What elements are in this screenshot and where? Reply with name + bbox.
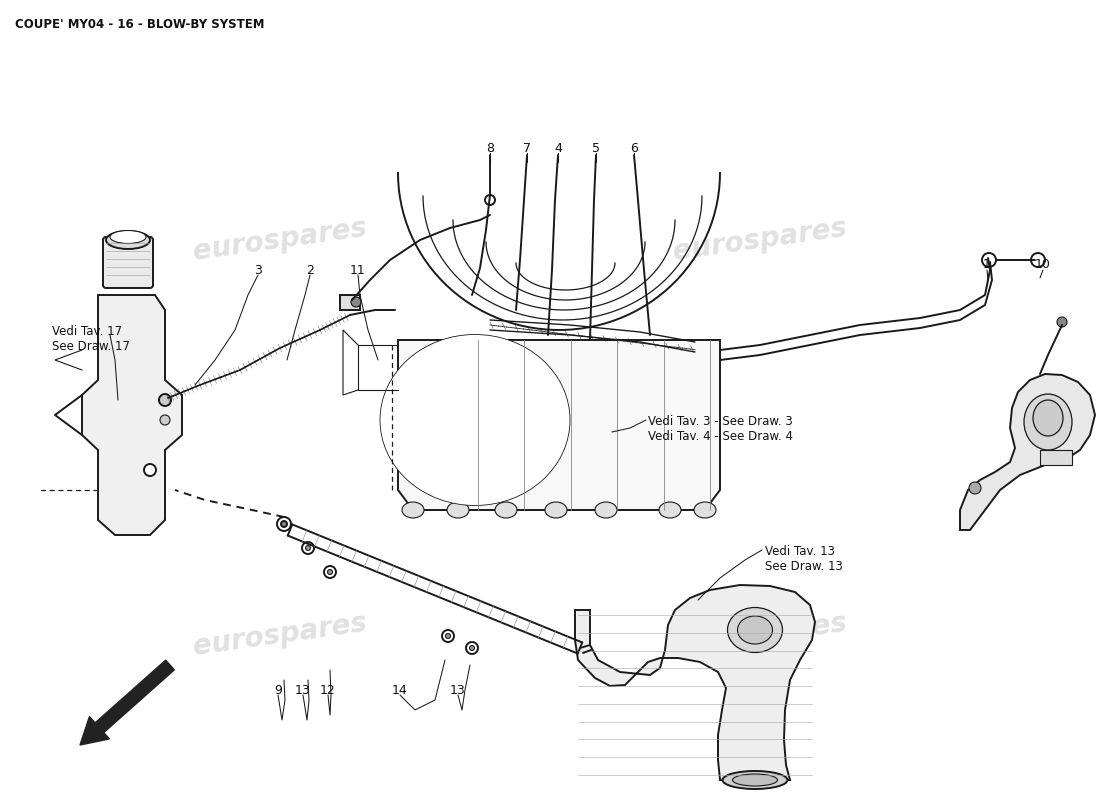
Circle shape: [1057, 317, 1067, 327]
Ellipse shape: [495, 502, 517, 518]
Text: COUPE' MY04 - 16 - BLOW-BY SYSTEM: COUPE' MY04 - 16 - BLOW-BY SYSTEM: [15, 18, 264, 31]
Text: 12: 12: [320, 683, 336, 697]
Polygon shape: [398, 340, 720, 510]
Text: 13: 13: [450, 683, 466, 697]
Polygon shape: [82, 295, 182, 535]
Ellipse shape: [379, 334, 570, 506]
Circle shape: [351, 297, 361, 307]
Text: 6: 6: [630, 142, 638, 154]
Ellipse shape: [106, 231, 150, 249]
Polygon shape: [340, 295, 360, 310]
Text: 14: 14: [392, 683, 408, 697]
Ellipse shape: [425, 373, 525, 467]
Text: Vedi Tav. 3 - See Draw. 3
Vedi Tav. 4 - See Draw. 4: Vedi Tav. 3 - See Draw. 3 Vedi Tav. 4 - …: [648, 415, 793, 443]
Polygon shape: [960, 374, 1094, 530]
Text: 8: 8: [486, 142, 494, 154]
Circle shape: [485, 195, 495, 205]
Text: 5: 5: [592, 142, 600, 154]
Ellipse shape: [659, 502, 681, 518]
Circle shape: [470, 646, 474, 650]
Ellipse shape: [733, 774, 778, 786]
Ellipse shape: [723, 771, 788, 789]
Circle shape: [466, 642, 478, 654]
Circle shape: [1031, 253, 1045, 267]
Ellipse shape: [400, 353, 550, 487]
Circle shape: [324, 566, 336, 578]
Ellipse shape: [727, 607, 782, 653]
Circle shape: [306, 546, 310, 550]
Circle shape: [302, 542, 313, 554]
Text: 3: 3: [254, 263, 262, 277]
Ellipse shape: [446, 393, 505, 447]
Circle shape: [328, 570, 332, 574]
Text: eurospares: eurospares: [671, 214, 849, 266]
Circle shape: [277, 517, 292, 531]
Ellipse shape: [447, 502, 469, 518]
Text: 2: 2: [306, 263, 313, 277]
Ellipse shape: [737, 616, 772, 644]
Text: 10: 10: [1035, 258, 1050, 271]
Circle shape: [280, 521, 287, 527]
Ellipse shape: [595, 502, 617, 518]
Circle shape: [160, 415, 170, 425]
Polygon shape: [1040, 450, 1072, 465]
Circle shape: [160, 394, 170, 406]
Circle shape: [442, 630, 454, 642]
Ellipse shape: [544, 502, 566, 518]
Ellipse shape: [446, 393, 505, 447]
Circle shape: [982, 253, 996, 267]
Circle shape: [144, 464, 156, 476]
Text: eurospares: eurospares: [191, 214, 368, 266]
Circle shape: [446, 634, 451, 638]
Ellipse shape: [110, 230, 146, 243]
Ellipse shape: [425, 375, 525, 465]
Ellipse shape: [1033, 400, 1063, 436]
Polygon shape: [575, 585, 815, 780]
Text: 4: 4: [554, 142, 562, 154]
Text: eurospares: eurospares: [671, 609, 849, 661]
Text: Vedi Tav. 17
See Draw. 17: Vedi Tav. 17 See Draw. 17: [52, 325, 130, 353]
FancyArrow shape: [80, 660, 174, 745]
Text: eurospares: eurospares: [191, 609, 368, 661]
Text: 7: 7: [522, 142, 531, 154]
Ellipse shape: [1024, 394, 1072, 450]
Text: 13: 13: [295, 683, 311, 697]
Text: 9: 9: [274, 683, 282, 697]
Ellipse shape: [405, 355, 544, 485]
Text: Vedi Tav. 13
See Draw. 13: Vedi Tav. 13 See Draw. 13: [764, 545, 843, 573]
FancyBboxPatch shape: [103, 237, 153, 288]
Text: 11: 11: [350, 263, 366, 277]
Circle shape: [969, 482, 981, 494]
Ellipse shape: [694, 502, 716, 518]
Ellipse shape: [402, 502, 424, 518]
Text: 1: 1: [983, 258, 991, 271]
